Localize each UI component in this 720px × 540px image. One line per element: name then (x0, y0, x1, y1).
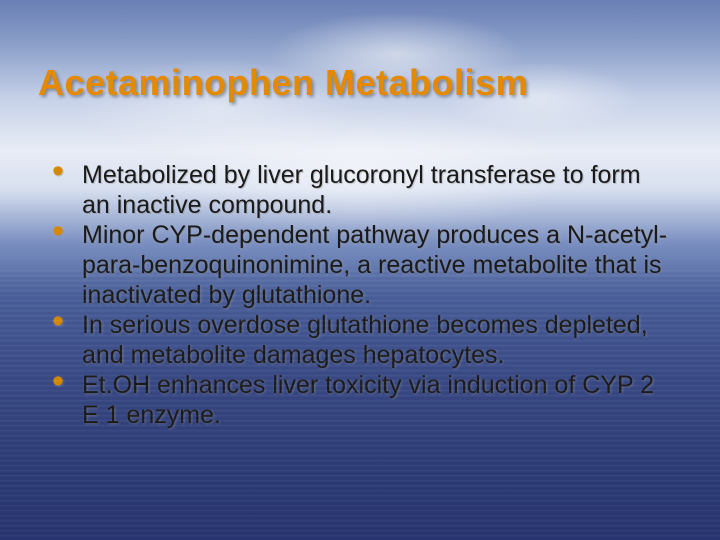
slide-title: Acetaminophen Metabolism (38, 62, 528, 104)
list-item: Et.OH enhances liver toxicity via induct… (52, 370, 670, 430)
list-item: In serious overdose glutathione becomes … (52, 310, 670, 370)
bullet-text: Et.OH enhances liver toxicity via induct… (82, 371, 654, 429)
bullet-text: Metabolized by liver glucoronyl transfer… (82, 161, 641, 219)
bullet-text: In serious overdose glutathione becomes … (82, 311, 648, 369)
bullet-list: Metabolized by liver glucoronyl transfer… (52, 160, 670, 430)
bullet-text: Minor CYP-dependent pathway produces a N… (82, 221, 667, 309)
list-item: Minor CYP-dependent pathway produces a N… (52, 220, 670, 310)
slide: Acetaminophen Metabolism Metabolized by … (0, 0, 720, 540)
list-item: Metabolized by liver glucoronyl transfer… (52, 160, 670, 220)
